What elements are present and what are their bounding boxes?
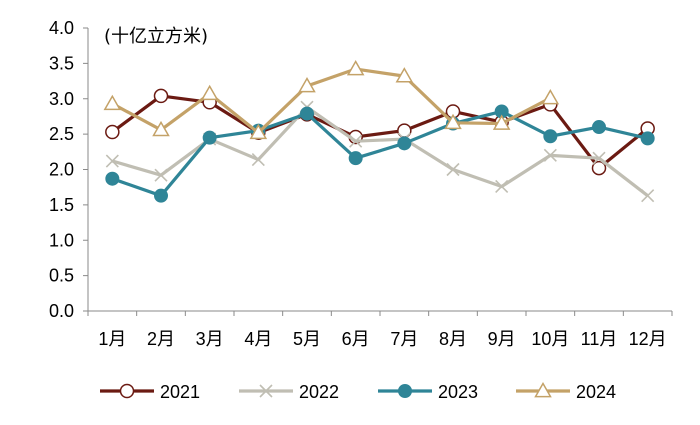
legend-item-2024: 2024 — [516, 381, 616, 402]
data-point-2024 — [152, 120, 170, 137]
x-tick-label: 12月 — [629, 329, 667, 349]
legend-item-2023: 2023 — [378, 382, 478, 402]
legend-label: 2024 — [576, 382, 616, 402]
x-tick-label: 5月 — [293, 329, 321, 349]
data-point-2021 — [153, 88, 169, 104]
data-point-2023 — [202, 130, 217, 145]
axes: 0.0 0.5 1.0 1.5 2.0 2.5 3.0 3.5 4.0 1月 2月 3月 4月 5月 6月 7… — [49, 18, 673, 349]
data-point-2022 — [495, 179, 509, 194]
data-point-2022 — [446, 162, 460, 177]
data-point-2024 — [103, 94, 122, 111]
x-tick-label: 8月 — [439, 329, 467, 349]
legend-marker — [119, 383, 135, 399]
x-tick-label: 10月 — [531, 329, 569, 349]
unit-label: (十亿立方米) — [104, 26, 208, 47]
series-2024 — [103, 60, 560, 140]
data-point-2022 — [105, 154, 119, 168]
legend-marker — [259, 384, 273, 398]
x-tick-label: 11月 — [581, 329, 618, 349]
x-tick-label: 2月 — [147, 329, 175, 349]
data-point-2023 — [397, 136, 412, 151]
data-point-2024 — [492, 114, 511, 130]
legend-label: 2022 — [299, 382, 339, 402]
legend-item-2021: 2021 — [100, 382, 200, 402]
data-point-2022 — [251, 153, 265, 167]
data-point-2022 — [349, 134, 363, 148]
x-tick-label: 9月 — [488, 329, 516, 349]
data-point-2021 — [591, 160, 607, 176]
legend-label: 2021 — [160, 382, 200, 402]
legend-marker — [534, 381, 552, 398]
data-point-2022 — [543, 148, 557, 162]
data-point-2024 — [541, 89, 560, 105]
data-point-2024 — [444, 113, 462, 130]
series-layer — [103, 60, 655, 203]
x-tick-label: 1月 — [98, 329, 126, 349]
data-point-2024 — [200, 84, 219, 101]
legend-marker — [398, 384, 412, 398]
series-line-2024 — [111, 67, 552, 135]
x-tick-label: 4月 — [244, 329, 272, 349]
x-tick-label: 6月 — [342, 329, 370, 349]
data-point-2023 — [105, 171, 120, 186]
data-point-2022 — [592, 151, 606, 165]
data-point-2021 — [105, 124, 120, 140]
data-point-2024 — [346, 60, 365, 76]
data-point-2022 — [641, 189, 655, 203]
y-tick-label: 3.5 — [49, 53, 74, 73]
data-point-2024 — [249, 123, 268, 140]
y-tick-label: 0.0 — [49, 301, 74, 321]
data-point-2024 — [298, 77, 316, 93]
data-point-2024 — [395, 67, 414, 83]
legend-label: 2023 — [438, 382, 478, 402]
y-tick-label: 1.0 — [49, 230, 74, 250]
y-tick-label: 1.5 — [49, 195, 74, 215]
y-tick-label: 2.5 — [49, 124, 74, 144]
data-point-2023 — [154, 188, 168, 203]
x-tick-label: 3月 — [196, 329, 224, 349]
data-point-2022 — [154, 168, 168, 182]
data-point-2023 — [348, 151, 363, 166]
y-tick-label: 4.0 — [49, 18, 74, 38]
legend: 2021 2022 2023 2024 — [100, 381, 616, 402]
x-tick-label: 7月 — [390, 329, 418, 349]
data-point-2023 — [640, 131, 655, 146]
y-tick-label: 0.5 — [49, 266, 74, 286]
y-tick-label: 2.0 — [49, 160, 74, 180]
series-line-2023 — [111, 109, 649, 198]
legend-item-2022: 2022 — [239, 382, 339, 402]
data-point-2023 — [300, 106, 314, 121]
y-tick-label: 3.0 — [49, 89, 74, 109]
data-point-2023 — [543, 129, 558, 144]
data-point-2023 — [592, 120, 606, 135]
